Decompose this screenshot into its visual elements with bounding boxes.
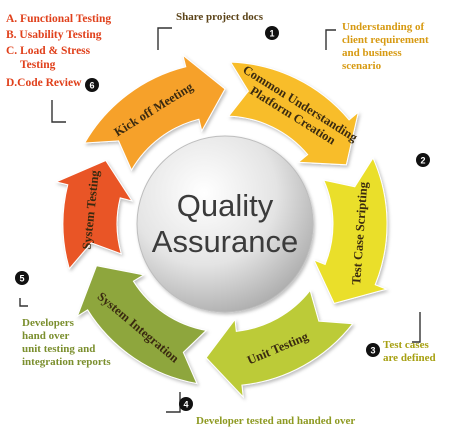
segment-3: [313, 157, 388, 304]
segment-1: [83, 53, 226, 172]
step-badge-6: 6: [85, 78, 99, 92]
step-badge-3: 3: [366, 343, 380, 357]
annotation-5-line: Developers: [22, 317, 75, 329]
step-number: 3: [370, 346, 375, 356]
leader-line-6: [51, 100, 66, 123]
segment-2: [227, 61, 360, 166]
annotation-2-line: and business: [342, 47, 402, 59]
annotation-2-line: client requirement: [342, 34, 429, 46]
annotation-1-line: Share project docs: [176, 11, 264, 23]
annotation-phase-4: Developer tested and handed over: [196, 415, 355, 427]
annotation-phase-2: Understanding of client requirement and …: [342, 21, 431, 72]
annotation-3-line: are defined: [383, 352, 436, 364]
center-title-line2: Assurance: [152, 224, 298, 259]
test-type-item: Testing: [20, 59, 56, 71]
leader-line-4: [166, 392, 181, 413]
annotation-phase-3: Test cases are defined: [383, 339, 436, 364]
annotation-4-line: Developer tested and handed over: [196, 415, 355, 427]
leader-line-1: [157, 27, 172, 50]
segment-5: [76, 265, 208, 385]
leader-line-5: [19, 298, 28, 307]
test-type-item: C. Load & Stress: [6, 45, 91, 57]
annotation-phase-1: Share project docs: [176, 11, 264, 23]
test-type-item: A. Functional Testing: [6, 13, 111, 25]
segment-6: [54, 159, 134, 270]
leader-lines: [19, 27, 421, 413]
step-badge-1: 1: [265, 26, 279, 40]
phase-annotations: Share project docs Understanding of clie…: [22, 11, 436, 427]
step-number: 6: [89, 81, 94, 91]
test-type-item: B. Usability Testing: [6, 29, 102, 41]
center-title-line1: Quality: [177, 188, 274, 223]
test-type-item: D.Code Review: [6, 77, 82, 89]
test-types-list: A. Functional Testing B. Usability Testi…: [6, 13, 114, 89]
annotation-2-line: Understanding of: [342, 21, 425, 33]
step-number: 2: [420, 156, 425, 166]
annotation-2-line: scenario: [342, 60, 382, 72]
cycle-segments: Kick off Meeting Common UnderstandingPlat…: [54, 53, 388, 399]
annotation-3-line: Test cases: [383, 339, 429, 351]
step-badge-4: 4: [179, 397, 193, 411]
leader-line-2: [325, 29, 336, 50]
annotation-5-line: unit testing and: [22, 343, 95, 355]
leader-line-3: [412, 312, 421, 343]
step-number: 4: [183, 400, 188, 410]
center-sphere: Quality Assurance: [136, 135, 314, 313]
annotation-phase-5: Developers hand over unit testing and in…: [22, 317, 111, 368]
step-number: 1: [269, 29, 274, 39]
segment-4: [205, 289, 354, 399]
step-badges: 1 2 3 4 5 6: [15, 26, 430, 411]
step-number: 5: [19, 274, 24, 284]
step-badge-5: 5: [15, 271, 29, 285]
annotation-5-line: hand over: [22, 330, 69, 342]
annotation-5-line: integration reports: [22, 356, 111, 368]
step-badge-2: 2: [416, 153, 430, 167]
